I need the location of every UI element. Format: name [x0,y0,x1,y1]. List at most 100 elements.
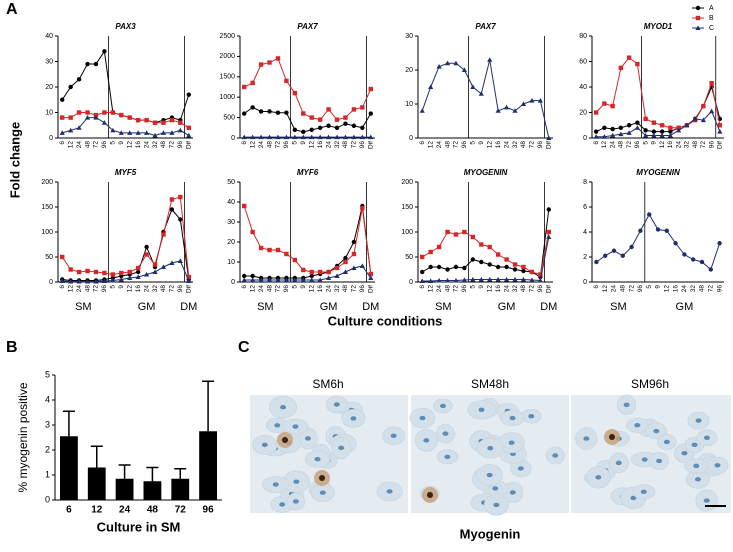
y-tick-label: 4 [583,229,587,236]
marker [700,117,706,123]
x-tick-label: 24 [503,141,510,149]
x-tick-label: 48 [160,285,167,293]
x-tick-label: 96 [101,285,108,293]
marker [325,275,332,280]
group-label: GM [138,301,156,313]
image-caption: Myogenin [460,526,521,541]
x-tick-label: 72 [275,141,282,149]
marker [334,125,340,130]
nucleus [319,490,326,495]
x-tick-label: 96 [359,141,366,149]
y-tick-label: 2000 [219,53,235,60]
marker [368,271,373,277]
y-tick-label: 6 [583,204,587,211]
x-tick-label: 24 [675,141,682,149]
y-tick-label: 30 [405,33,413,40]
marker [135,130,141,135]
marker [186,132,192,138]
nucleus [261,442,268,448]
x-tick-label: 48 [699,285,706,293]
marker [178,120,183,125]
x-tick-label: 48 [342,285,349,293]
nucleus [280,405,287,410]
marker [461,277,468,282]
marker [684,122,690,128]
x-tick-label: 5 [110,285,117,289]
marker [169,130,175,135]
x-tick-label: Dif [368,285,375,293]
marker [479,242,484,247]
marker [102,49,107,54]
nucleus [338,445,345,451]
marker [546,229,551,235]
y-tick-label: 1500 [219,74,235,81]
bar [87,467,106,500]
marker [620,253,625,258]
group-label: GM [498,301,516,313]
marker [717,129,723,134]
x-tick-label: 96 [537,141,544,149]
x-tick-label: 6 [59,285,66,289]
panel-label: C [238,339,250,356]
marker [343,255,348,261]
marker [512,262,518,267]
series-line [421,231,550,276]
nucleus [691,442,698,448]
marker [60,115,65,120]
nucleus [552,453,559,458]
marker [101,120,108,125]
marker [68,84,73,90]
x-tick-label: 6 [419,285,426,289]
nucleus [695,418,702,423]
x-tick-label: 9 [478,285,485,289]
series-line [596,110,721,138]
marker [300,134,306,140]
chart-title: PAX7 [297,22,318,31]
marker [699,259,705,265]
x-tick-label: 96 [101,141,108,149]
x-tick-label: 72 [453,285,460,293]
x-tick-label: 32 [512,141,519,149]
marker [626,123,632,128]
marker [668,129,673,134]
nucleus [304,436,311,441]
x-tick-label: 24 [325,141,332,149]
y-tick-label: 60 [579,58,587,65]
marker [692,116,698,121]
marker [436,64,442,69]
nucleus [292,424,299,429]
nucleus [694,477,701,482]
x-tick-label: 48 [620,285,627,293]
chart-title: PAX7 [475,22,496,31]
marker [258,62,264,67]
y-tick-label: 30 [227,219,235,226]
x-tick-label: 48 [84,141,91,149]
marker [436,264,442,270]
marker [601,134,607,139]
y-tick-label: 10 [405,101,413,108]
marker [717,123,723,128]
group-label: GM [676,301,694,313]
x-tick-label: 24 [325,285,332,293]
marker [368,111,373,116]
nucleus [272,482,279,487]
marker [135,265,141,271]
marker [470,84,476,89]
y-tick-label: 200 [41,179,53,186]
marker [292,134,298,140]
marker [470,276,476,282]
chart-title: PAX3 [115,22,136,31]
nucleus [333,402,340,407]
x-tick-label: 9 [300,141,307,145]
marker [102,110,107,115]
x-tick-label: 12 [67,285,74,293]
marker [59,278,65,283]
marker [643,132,649,138]
x-tick-label: 48 [444,141,451,149]
x-tick-label: 96 [283,141,290,149]
marker [462,229,467,235]
marker [85,110,90,115]
marker [668,125,673,130]
marker [708,267,713,272]
legend-label: C [709,25,714,32]
